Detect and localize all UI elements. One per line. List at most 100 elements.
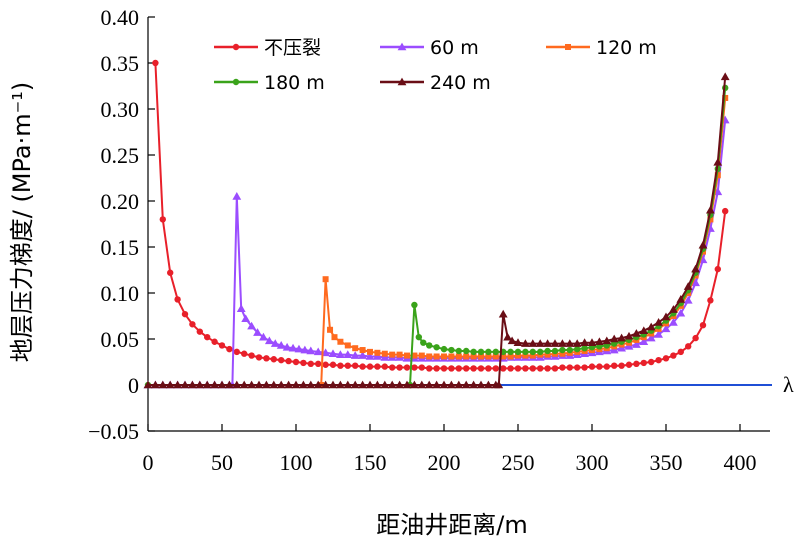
data-point xyxy=(639,337,649,346)
data-point xyxy=(587,338,597,346)
data-point xyxy=(683,282,693,290)
legend-label: 60 m xyxy=(430,37,479,59)
x-tick-label: 350 xyxy=(650,450,683,475)
data-point xyxy=(313,380,323,389)
data-point xyxy=(477,365,485,372)
data-point xyxy=(514,348,522,356)
data-point xyxy=(426,342,433,349)
data-point xyxy=(367,348,373,355)
data-point xyxy=(158,380,168,389)
data-point xyxy=(699,322,707,329)
data-point xyxy=(507,365,514,372)
data-point xyxy=(609,345,619,354)
data-point xyxy=(537,348,544,356)
y-tick-label: 0 xyxy=(128,373,139,398)
data-point xyxy=(292,358,300,366)
data-point xyxy=(395,380,404,389)
data-point xyxy=(418,352,425,359)
data-point xyxy=(366,363,374,370)
data-point xyxy=(331,334,338,341)
data-point xyxy=(397,42,407,51)
data-point xyxy=(507,353,514,360)
data-point xyxy=(470,365,477,372)
data-point xyxy=(336,380,345,389)
data-point xyxy=(522,348,529,356)
data-point xyxy=(291,380,301,389)
data-point xyxy=(522,365,529,372)
data-point xyxy=(336,350,345,358)
data-point xyxy=(617,343,626,352)
data-point xyxy=(507,336,517,345)
data-point xyxy=(359,363,366,370)
data-point xyxy=(655,356,662,364)
data-point xyxy=(639,326,649,335)
data-point xyxy=(276,341,286,349)
data-point xyxy=(632,340,641,348)
data-point xyxy=(492,348,499,356)
data-point xyxy=(566,364,573,371)
y-axis-title: 地层压力梯度/ (MPa·m⁻¹) xyxy=(8,82,36,363)
data-point xyxy=(424,380,434,389)
data-point xyxy=(143,380,153,389)
data-point xyxy=(188,380,197,389)
y-tick-label: 0.35 xyxy=(101,51,140,76)
data-point xyxy=(477,348,485,356)
data-point xyxy=(264,336,274,345)
data-point xyxy=(300,359,307,367)
data-point xyxy=(706,205,715,214)
data-point xyxy=(574,364,581,371)
series-line xyxy=(154,62,727,370)
data-point xyxy=(269,380,279,389)
data-point xyxy=(685,343,692,350)
data-point xyxy=(551,347,559,355)
series-5 xyxy=(143,72,730,389)
data-point xyxy=(595,337,604,346)
data-point xyxy=(544,365,551,372)
data-point xyxy=(522,352,529,359)
data-point xyxy=(410,380,419,389)
data-point xyxy=(618,362,625,369)
data-point xyxy=(373,380,382,389)
data-point xyxy=(494,380,504,389)
data-point xyxy=(617,333,626,342)
legend-label: 120 m xyxy=(596,37,657,59)
data-point xyxy=(403,364,411,371)
data-point xyxy=(343,350,353,358)
data-point xyxy=(350,351,360,359)
data-point xyxy=(255,354,263,361)
data-point xyxy=(211,338,218,345)
data-point xyxy=(404,352,410,359)
data-point xyxy=(581,364,588,371)
legend-item: 60 m xyxy=(380,37,479,59)
data-point xyxy=(241,314,251,323)
y-tick-label: 0.20 xyxy=(101,189,140,214)
data-point xyxy=(440,345,448,353)
data-point xyxy=(225,380,234,389)
data-point xyxy=(189,321,196,328)
data-point xyxy=(322,276,329,283)
data-point xyxy=(278,356,285,364)
data-point xyxy=(646,333,656,342)
data-point xyxy=(707,297,714,304)
y-tick-label: 0.05 xyxy=(101,327,140,352)
data-point xyxy=(174,296,181,303)
x-tick-label: 400 xyxy=(724,450,757,475)
data-point xyxy=(588,363,596,370)
data-point xyxy=(381,350,388,357)
data-point xyxy=(559,350,566,357)
data-point xyxy=(503,332,513,341)
data-point xyxy=(507,348,514,356)
data-point xyxy=(485,353,492,360)
data-point xyxy=(580,338,589,346)
data-point xyxy=(397,77,407,86)
series-1 xyxy=(152,59,729,372)
x-tick-label: 200 xyxy=(428,450,461,475)
data-point xyxy=(232,43,240,51)
series-line xyxy=(148,87,727,386)
data-point xyxy=(611,362,618,369)
data-point xyxy=(529,348,536,356)
data-point xyxy=(426,365,433,372)
data-point xyxy=(232,78,240,86)
data-point xyxy=(498,309,508,318)
